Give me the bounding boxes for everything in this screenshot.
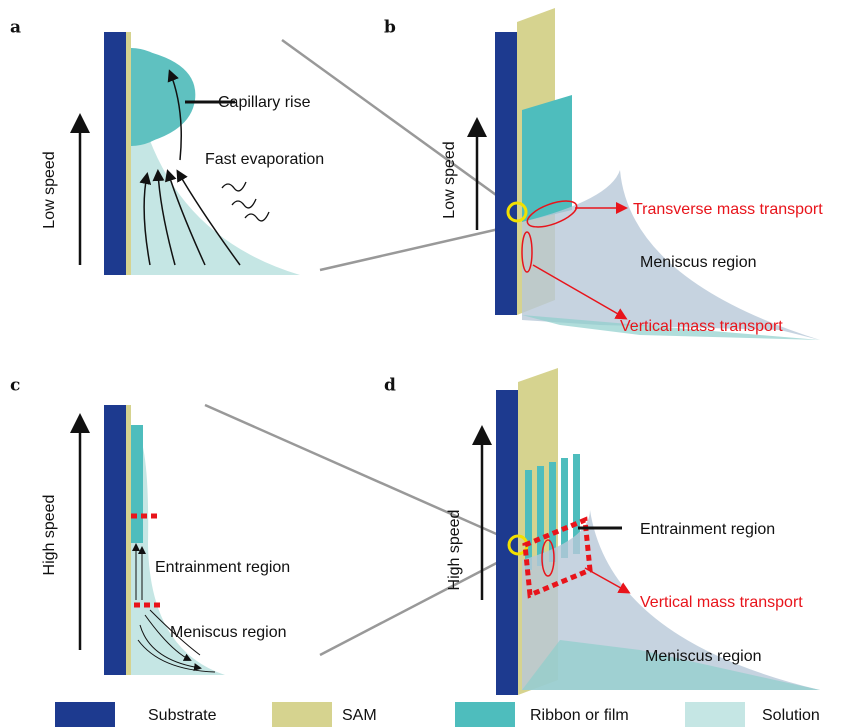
legend-label: Substrate	[148, 707, 217, 724]
legend-label: Ribbon or film	[530, 707, 629, 724]
legend-label: Solution	[762, 707, 820, 724]
speed-label: Low speed	[41, 151, 58, 228]
panel-label: c	[10, 376, 20, 396]
panel-label: b	[384, 18, 396, 38]
annotation: Fast evaporation	[205, 151, 324, 168]
annotation: Entrainment region	[155, 559, 290, 576]
annotation: Meniscus region	[645, 648, 762, 665]
panel-b: b Transverse mass transport Meniscus reg…	[384, 8, 823, 340]
speed-label: Low speed	[441, 141, 458, 218]
speed-label: High speed	[446, 510, 463, 591]
annotation: Capillary rise	[218, 94, 311, 111]
panel-a: a Capillary rise Fast evaporation Low sp…	[10, 18, 324, 276]
annotation: Meniscus region	[640, 254, 757, 271]
annotation: Vertical mass transport	[640, 594, 803, 611]
panel-label: a	[10, 18, 21, 38]
legend-label: SAM	[342, 707, 377, 724]
annotation: Entrainment region	[640, 521, 775, 538]
panel-label: d	[384, 376, 396, 396]
panel-c: c Entrainment region Meniscus region Hig…	[10, 376, 290, 676]
annotation: Vertical mass transport	[620, 318, 783, 335]
panel-d: d Entrainment region Vertical mass trans…	[384, 368, 820, 695]
annotation: Transverse mass transport	[633, 201, 823, 218]
annotation: Meniscus region	[170, 624, 287, 641]
legend: Substrate SAM Ribbon or film Solution	[55, 702, 820, 727]
figure: a Capillary rise Fast evaporation Low sp…	[0, 0, 857, 727]
speed-label: High speed	[41, 495, 58, 576]
